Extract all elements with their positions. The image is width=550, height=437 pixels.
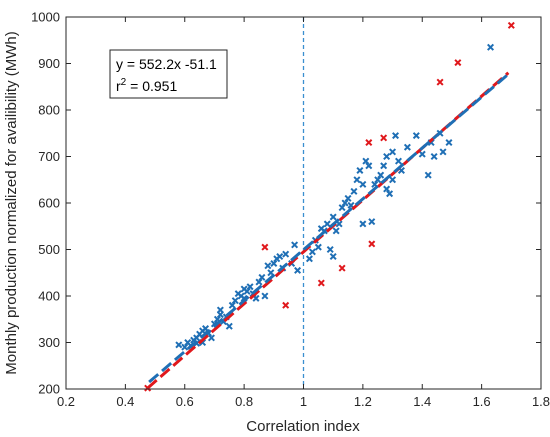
data-point [424, 171, 432, 179]
y-axis-ticks: 200 300 400 500 600 700 800 900 1000 [31, 10, 541, 397]
data-point [258, 273, 266, 281]
data-point [332, 227, 340, 235]
x-tick-label: 1.8 [532, 394, 550, 409]
data-point [228, 301, 236, 309]
data-point [368, 240, 376, 248]
x-axis-label: Correlation index [246, 418, 360, 435]
data-point [359, 180, 367, 188]
data-point [225, 322, 233, 330]
data-point [389, 148, 397, 156]
y-axis-label: Monthly production normalized for availi… [3, 31, 20, 374]
x-tick-label: 1.6 [473, 394, 491, 409]
data-point [291, 241, 299, 249]
x-tick-label: 1 [300, 394, 307, 409]
data-point [317, 279, 325, 287]
data-point [264, 262, 272, 270]
data-point [207, 334, 215, 342]
y-tick-label: 900 [38, 56, 60, 71]
y-tick-label: 1000 [31, 10, 60, 25]
data-point [380, 134, 388, 142]
y-tick-label: 800 [38, 103, 60, 118]
fit-line-1 [148, 73, 510, 384]
data-point [454, 59, 462, 67]
data-point [368, 218, 376, 226]
data-point [294, 266, 302, 274]
data-point [255, 278, 263, 286]
annotation-box [109, 49, 228, 99]
plot-content [144, 17, 515, 392]
data-point [344, 194, 352, 202]
data-point [359, 220, 367, 228]
data-point [439, 148, 447, 156]
data-point [392, 132, 400, 140]
data-point [380, 162, 388, 170]
data-point [341, 199, 349, 207]
x-tick-label: 0.6 [176, 394, 194, 409]
data-point [326, 245, 334, 254]
regression-annotation: y = 552.2x -51.1 r2 = 0.951 [109, 49, 228, 99]
x-tick-label: 0.4 [116, 394, 134, 409]
y-tick-label: 500 [38, 242, 60, 257]
y-tick-label: 400 [38, 289, 60, 304]
data-point [394, 157, 403, 165]
x-tick-label: 1.2 [354, 394, 372, 409]
annotation-equation: y = 552.2x -51.1 [116, 56, 217, 72]
y-tick-label: 300 [38, 335, 60, 350]
data-point [314, 243, 322, 251]
r2-prefix: r [116, 78, 121, 94]
data-point [246, 283, 254, 291]
data-point [243, 287, 251, 295]
data-point [356, 166, 364, 174]
data-point [383, 185, 391, 193]
data-point [445, 139, 453, 147]
data-point [231, 297, 239, 305]
x-tick-label: 0.2 [57, 394, 75, 409]
data-point [216, 306, 224, 314]
data-point [377, 171, 385, 179]
data-point [270, 259, 278, 267]
data-point [383, 152, 391, 161]
data-point [353, 176, 361, 184]
x-tick-label: 0.8 [235, 394, 253, 409]
data-point [436, 78, 444, 86]
r2-superscript: 2 [121, 77, 127, 88]
y-tick-label: 200 [38, 382, 60, 397]
data-point [362, 157, 370, 165]
y-tick-label: 600 [38, 196, 60, 211]
annotation-r-squared: r2 = 0.951 [116, 77, 177, 94]
data-point [329, 213, 337, 221]
data-point [338, 204, 346, 212]
r2-value: = 0.951 [126, 78, 177, 94]
data-point [487, 43, 495, 51]
data-point [418, 150, 426, 158]
data-point [305, 255, 313, 263]
data-point [430, 152, 438, 161]
data-point [403, 143, 411, 151]
x-axis-ticks: 0.2 0.4 0.6 0.8 1 1.2 1.4 1.6 1.8 [57, 17, 550, 409]
data-point [276, 252, 284, 260]
data-point [308, 248, 316, 256]
data-point [181, 343, 189, 351]
data-point [412, 132, 420, 140]
data-point [175, 341, 183, 349]
data-point [365, 162, 373, 170]
data-point [374, 176, 382, 184]
data-point [282, 301, 290, 309]
data-point [365, 139, 373, 147]
data-point [329, 252, 337, 260]
data-point [386, 190, 394, 198]
data-point [389, 176, 397, 184]
data-point [507, 21, 515, 29]
data-point [350, 187, 358, 195]
data-point [338, 264, 346, 272]
x-tick-label: 1.4 [413, 394, 431, 409]
data-point [261, 292, 269, 300]
data-point [261, 243, 269, 251]
y-tick-label: 700 [38, 149, 60, 164]
data-point [282, 250, 290, 258]
data-point [323, 220, 331, 228]
